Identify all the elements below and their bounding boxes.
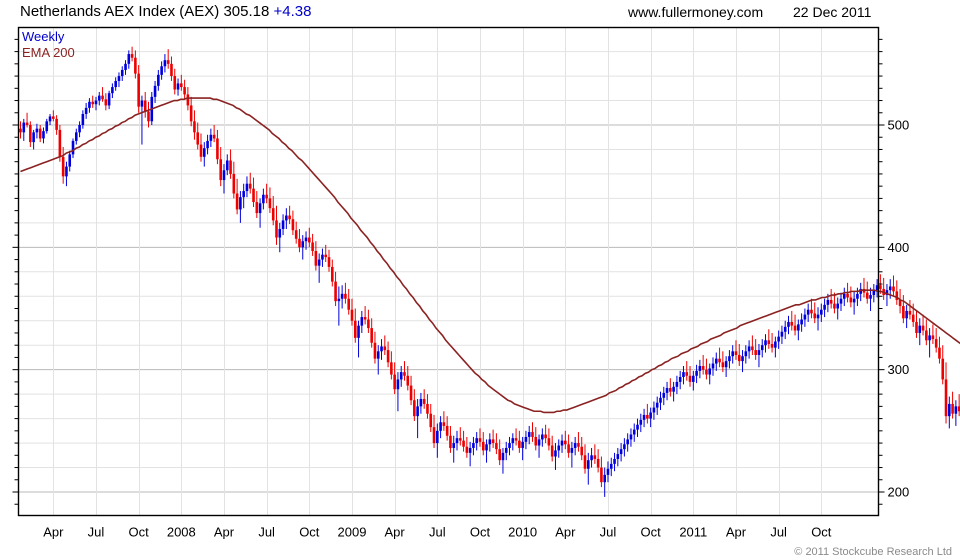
svg-text:Apr: Apr (555, 525, 576, 540)
svg-text:2008: 2008 (167, 525, 196, 540)
svg-text:Oct: Oct (299, 525, 320, 540)
price-change: +4.38 (273, 3, 312, 20)
ema-200-line (20, 97, 960, 414)
y-axis-labels: 200 300 400 500 (888, 118, 910, 500)
svg-text:Apr: Apr (385, 525, 406, 540)
svg-text:Jul: Jul (600, 525, 617, 540)
header-date: 22 Dec 2011 (793, 4, 872, 20)
svg-text:Apr: Apr (43, 525, 64, 540)
svg-text:200: 200 (888, 485, 910, 500)
site-url: www.fullermoney.com (628, 4, 764, 20)
svg-text:Jul: Jul (88, 525, 105, 540)
gridlines-major-horizontal (18, 124, 879, 493)
svg-text:Oct: Oct (470, 525, 491, 540)
gridlines-vertical (53, 27, 822, 516)
svg-text:300: 300 (888, 362, 910, 377)
svg-text:Jul: Jul (258, 525, 275, 540)
svg-text:400: 400 (888, 240, 910, 255)
svg-text:2010: 2010 (508, 525, 537, 540)
svg-text:Apr: Apr (726, 525, 747, 540)
svg-text:Oct: Oct (811, 525, 832, 540)
gridlines-minor-horizontal (18, 51, 879, 469)
legend-overlay-label: EMA 200 (22, 45, 75, 60)
copyright-notice: © 2011 Stockcube Research Ltd (794, 546, 952, 558)
chart-title: Netherlands AEX Index (AEX) 305.18 +4.38 (20, 0, 311, 24)
svg-text:500: 500 (888, 118, 910, 133)
svg-text:2011: 2011 (679, 525, 707, 540)
svg-text:Apr: Apr (214, 525, 235, 540)
y-axis-ticks (12, 38, 885, 505)
svg-text:2009: 2009 (338, 525, 367, 540)
svg-text:Jul: Jul (770, 525, 787, 540)
legend-series-label: Weekly (22, 29, 65, 44)
instrument-title: Netherlands AEX Index (AEX) 305.18 (20, 3, 270, 20)
svg-text:Jul: Jul (429, 525, 446, 540)
svg-text:Oct: Oct (129, 525, 150, 540)
x-axis-labels: Apr Jul Oct 2008 Apr Jul Oct 2009 Apr Jul Oct 2010 A… (43, 525, 832, 540)
svg-text:Oct: Oct (641, 525, 662, 540)
candlestick-series (19, 46, 960, 497)
